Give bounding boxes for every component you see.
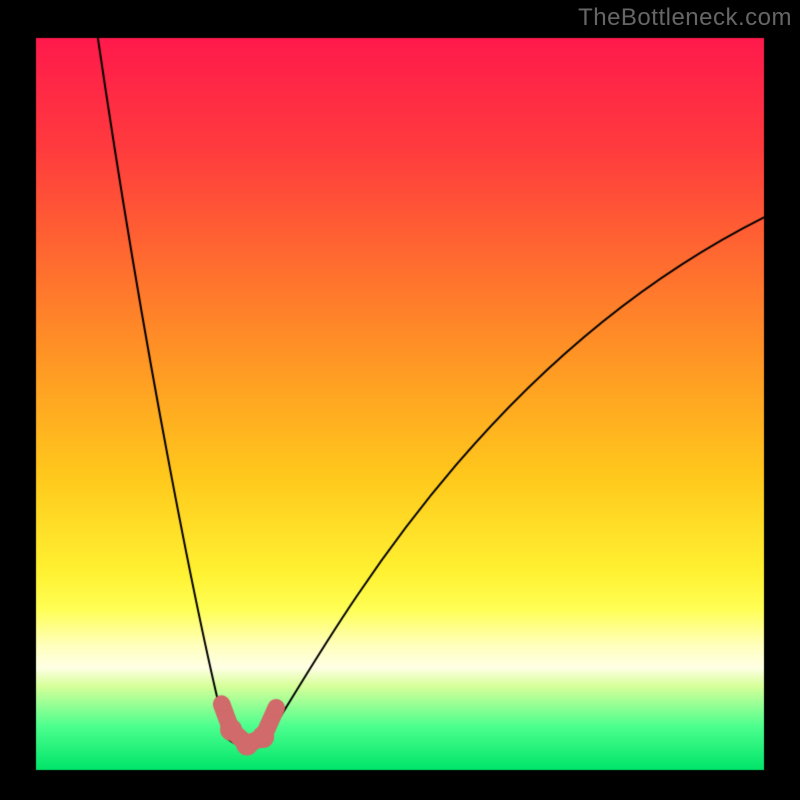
bottleneck-curve (0, 0, 800, 800)
chart-stage: TheBottleneck.com (0, 0, 800, 800)
